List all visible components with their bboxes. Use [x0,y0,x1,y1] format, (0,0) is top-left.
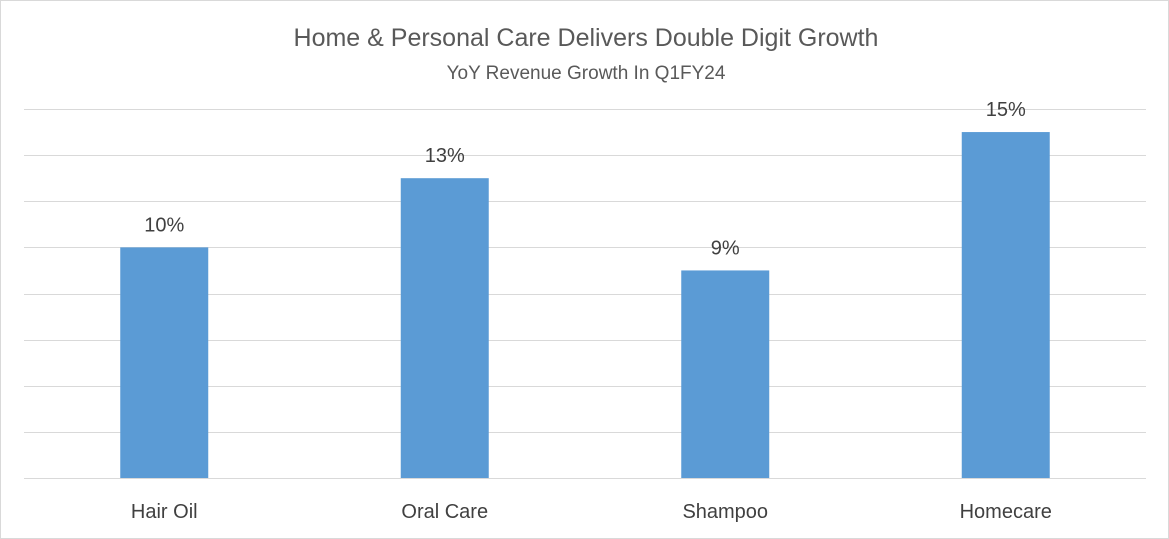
category-label: Hair Oil [131,501,198,523]
bar-shampoo [681,270,770,478]
bar-homecare [961,132,1050,478]
chart-title: Home & Personal Care Delivers Double Dig… [294,24,879,52]
bars [120,132,1050,478]
data-label: 10% [144,214,184,236]
bar-oral-care [400,178,489,478]
category-label: Shampoo [682,501,768,523]
data-label: 15% [986,99,1026,121]
data-labels: 10% 13% 9% 15% [144,99,1026,259]
data-label: 9% [711,237,740,259]
category-labels: Hair Oil Oral Care Shampoo Homecare [131,501,1052,523]
bar-hair-oil [120,247,209,478]
chart-subtitle: YoY Revenue Growth In Q1FY24 [447,63,726,84]
data-label: 13% [425,145,465,167]
category-label: Oral Care [401,501,488,523]
gridlines [24,109,1146,479]
category-label: Homecare [960,501,1052,523]
